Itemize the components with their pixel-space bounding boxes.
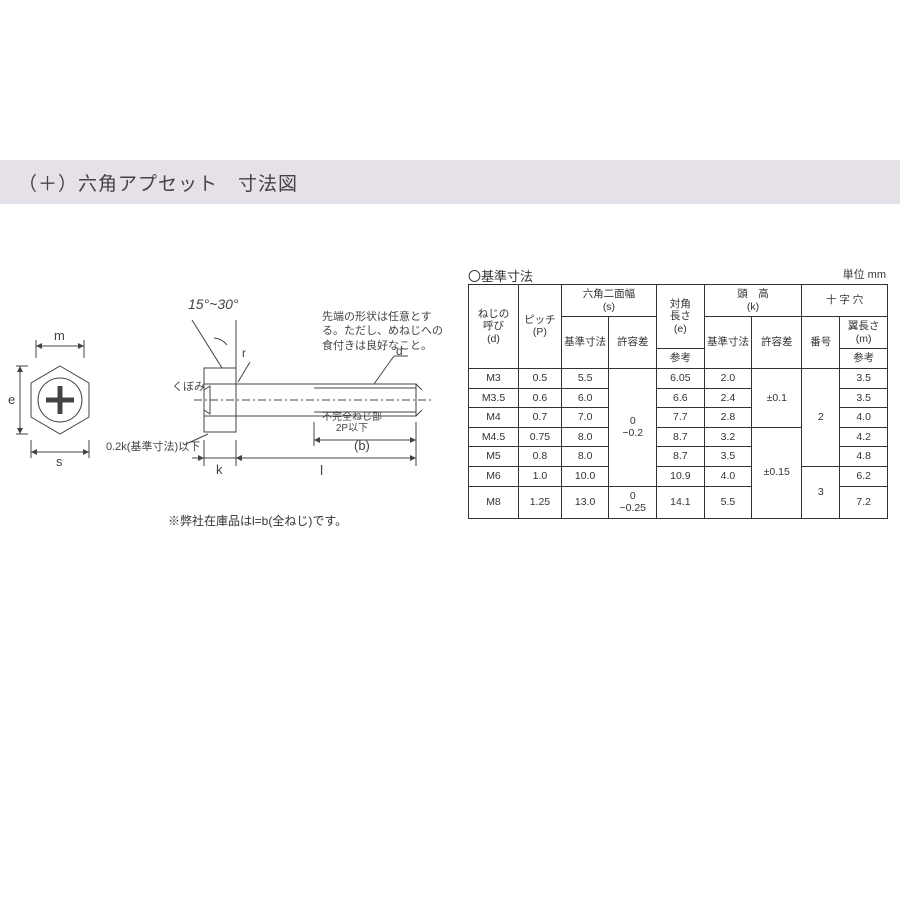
th-k-group: 頭 高 (k)	[704, 285, 802, 317]
page-title: （＋）六角アプセット 寸法図	[18, 169, 298, 196]
th-e: 対角 長さ (e)	[657, 285, 705, 349]
dimension-diagram: m e s 15°~30° r d くぼみ k l (b) 0.2k(基準寸法)…	[14, 290, 454, 510]
label-k: k	[216, 462, 223, 477]
page-title-bar: （＋）六角アプセット 寸法図	[0, 160, 900, 204]
th-k-tol: 許容差	[752, 317, 802, 369]
label-r: r	[242, 346, 246, 360]
dimension-table-region: 〇基準寸法 単位 mm ねじの 呼び (d) ピッチ (P) 六角二面幅 (s)…	[468, 266, 888, 519]
label-e: e	[8, 392, 15, 407]
th-d: ねじの 呼び (d)	[469, 285, 519, 369]
label-kubomi: くぼみ	[172, 378, 205, 394]
th-wing: 翼長さ (m)	[840, 317, 888, 349]
th-s-group: 六角二面幅 (s)	[561, 285, 656, 317]
th-e-ref: 参考	[657, 349, 705, 369]
table-unit: 単位 mm	[843, 266, 886, 282]
table-row: M6 1.0 10.0 10.9 4.0 3 6.2	[469, 466, 888, 486]
stock-footnote: ※弊社在庫品はl=b(全ねじ)です。	[168, 512, 347, 529]
th-m-ref: 参考	[840, 349, 888, 369]
label-b: (b)	[354, 438, 370, 453]
label-incomplete: 不完全ねじ部2P以下	[322, 412, 382, 434]
label-s: s	[56, 454, 63, 469]
label-knote: 0.2k(基準寸法)以下	[106, 438, 200, 454]
th-pitch: ピッチ (P)	[518, 285, 561, 369]
th-s-tol: 許容差	[609, 317, 657, 369]
th-s-std: 基準寸法	[561, 317, 609, 369]
th-num: 番号	[802, 317, 840, 369]
table-caption: 〇基準寸法	[468, 269, 533, 284]
label-angle: 15°~30°	[188, 296, 239, 312]
label-l: l	[320, 462, 323, 478]
table-row: M3 0.5 5.5 0 −0.2 6.05 2.0 ±0.1 2 3.5	[469, 368, 888, 388]
tip-note: 先端の形状は任意とす る。ただし、めねじへの 食付きは良好なこと。	[322, 310, 443, 353]
th-cross: 十 字 穴	[802, 285, 888, 317]
label-m: m	[54, 328, 65, 343]
th-k-std: 基準寸法	[704, 317, 752, 369]
dimension-table: ねじの 呼び (d) ピッチ (P) 六角二面幅 (s) 対角 長さ (e) 頭…	[468, 284, 888, 519]
